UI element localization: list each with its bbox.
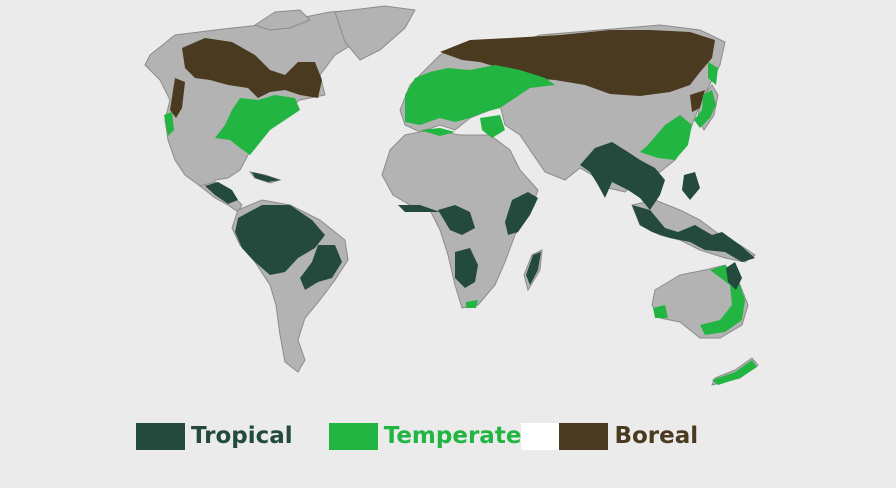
temperate-mediterranean-region [420,128,455,136]
greenland-landmass [334,5,416,61]
temperate-east-asia-region [640,115,692,160]
tropical-amazon-region [235,205,325,275]
temperate-pacific-northwest-region [164,112,174,136]
legend-item-temperate: Temperate [328,423,560,450]
tropical-label: Tropical [191,423,293,449]
boreal-alaska-strip-region [170,78,185,118]
tropical-atlantic-forest-region [300,245,342,290]
tropical-philippines-region [682,172,700,200]
forest-type-legend: Tropical Temperate Boreal [136,423,698,450]
tropical-congo-region [438,205,475,235]
tropical-central-america-region [205,182,238,204]
temperate-eastern-us-region [215,95,300,155]
boreal-far-east-region [690,90,705,112]
temperate-japan-korea-region [694,90,716,128]
world-forest-map [144,5,759,386]
legend-white-gap [521,423,560,450]
arctic-islands-landmass [253,9,311,31]
tropical-mozambique-region [455,248,478,288]
temperate-sw-australia-region [653,305,668,318]
temperate-europe-region [405,65,555,125]
temperate-swatch [328,423,378,450]
boreal-swatch [559,423,609,450]
tropical-west-africa-region [398,205,440,212]
tropical-madagascar-region [526,252,541,285]
tropical-northeast-australia-region [726,262,742,290]
boreal-eurasia-region [440,30,715,96]
tropical-india-southeast-asia-region [580,142,665,210]
temperate-new-zealand-region [712,360,757,385]
temperate-south-africa-region [466,300,478,308]
tropical-indonesia-region [632,205,755,262]
temperate-label: Temperate [383,423,522,449]
tropical-caribbean-region [252,172,280,182]
tropical-swatch [136,423,185,450]
legend-item-boreal: Boreal [559,423,698,450]
boreal-north-america-region [182,38,322,98]
temperate-siberia-coast-region [708,62,718,85]
boreal-label: Boreal [614,423,699,449]
legend-item-tropical: Tropical [136,423,293,450]
temperate-turkey-region [480,115,505,138]
tropical-east-africa-region [505,192,538,235]
